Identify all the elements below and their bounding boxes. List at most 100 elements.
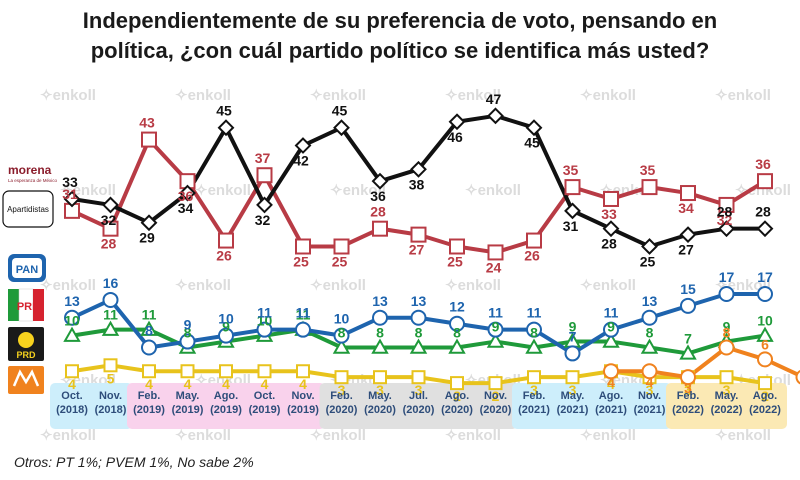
x-axis-labels: Oct. (2018) Nov. (2018) Feb. (2019) May. (2019)… — [56, 390, 781, 416]
period-boxes — [50, 383, 787, 429]
marker-morena — [564, 179, 581, 196]
marker-morena — [641, 179, 658, 196]
data-label-morena: 37 — [255, 150, 271, 166]
x-tick-month: Ago. — [214, 390, 238, 402]
data-label-pan: 11 — [488, 305, 503, 321]
marker-pan — [410, 309, 427, 326]
series-markers — [63, 107, 800, 391]
marker-morena — [487, 244, 504, 261]
marker-pri — [140, 320, 158, 336]
marker-morena — [372, 220, 388, 237]
marker-prd — [488, 376, 503, 391]
data-label-prd: 4 — [299, 376, 307, 392]
data-label-pan: 8 — [145, 322, 153, 338]
legend-pan-logo: PAN — [8, 254, 46, 282]
data-label-prd: 4 — [607, 376, 615, 392]
period-box-2018 — [50, 383, 133, 429]
marker-apartidistas — [217, 119, 235, 137]
data-label-pri: 9 — [607, 319, 615, 335]
x-tick-year: (2018) — [95, 404, 127, 416]
data-label-pri: 10 — [64, 313, 80, 329]
marker-morena — [526, 232, 542, 249]
data-label-apartidistas: 36 — [370, 188, 386, 204]
marker-prd — [334, 370, 349, 385]
footnote: Otros: PT 1%; PVEM 1%, No sabe 2% — [14, 454, 254, 470]
x-tick-year: (2019) — [172, 404, 204, 416]
marker-pan — [641, 309, 658, 326]
data-label-apartidistas: 38 — [409, 176, 425, 192]
watermark-text: ✧enkoll — [310, 87, 366, 104]
data-label-mc: 4 — [646, 374, 654, 390]
watermark-text: ✧enkoll — [445, 87, 501, 104]
marker-pan — [372, 309, 388, 326]
data-label-pan: 17 — [757, 269, 773, 285]
marker-prd — [65, 364, 79, 379]
marker-pan — [487, 321, 504, 338]
legend-prd-logo: PRD — [8, 327, 44, 361]
marker-pri — [332, 338, 351, 354]
marker-apartidistas — [448, 113, 466, 131]
data-label-pan: 9 — [184, 317, 192, 333]
data-label-prd: 3 — [646, 382, 654, 398]
data-label-pri: 9 — [569, 319, 577, 335]
data-label-prd: 3 — [376, 382, 384, 398]
data-label-pri: 9 — [222, 319, 230, 335]
data-label-prd: 4 — [68, 376, 76, 392]
x-tick-year: (2020) — [480, 404, 512, 416]
period-box-2022 — [666, 383, 787, 429]
data-label-prd: 4 — [184, 376, 192, 392]
marker-prd — [257, 364, 272, 379]
x-tick-month: May. — [176, 390, 200, 402]
marker-mc — [718, 339, 735, 356]
marker-pri — [679, 344, 697, 360]
marker-morena — [218, 232, 234, 249]
watermark-text: ✧enkoll — [310, 427, 366, 444]
marker-pri — [371, 338, 389, 354]
x-tick-year: (2020) — [403, 404, 435, 416]
x-tick-month: Oct. — [254, 390, 275, 402]
x-tick-year: (2022) — [672, 404, 704, 416]
data-label-apartidistas: 33 — [62, 174, 78, 190]
data-label-pan: 7 — [569, 328, 577, 344]
data-label-morena: 28 — [370, 204, 386, 220]
watermark-text: ✧enkoll — [445, 277, 501, 294]
x-tick-month: Jul. — [409, 390, 428, 402]
marker-mc — [757, 351, 773, 368]
watermark-text: ✧enkoll — [310, 277, 366, 294]
data-label-apartidistas: 45 — [524, 135, 540, 151]
data-label-apartidistas: 45 — [332, 103, 348, 119]
watermark-text: ✧enkoll — [715, 427, 771, 444]
marker-apartidistas — [756, 220, 774, 238]
legend-pri-logo: PRI — [8, 288, 44, 322]
marker-apartidistas — [294, 137, 312, 154]
marker-pri — [486, 332, 505, 348]
marker-morena — [449, 238, 465, 255]
marker-pri — [409, 338, 428, 354]
data-label-prd: 3 — [415, 382, 423, 398]
marker-morena — [256, 167, 273, 184]
x-tick-year: (2019) — [133, 404, 165, 416]
x-tick-month: Feb. — [138, 390, 161, 402]
marker-pan — [141, 339, 157, 356]
x-tick-month: Nov. — [638, 390, 661, 402]
marker-apartidistas — [256, 196, 273, 214]
watermark-text: ✧enkoll — [40, 87, 96, 104]
legend-mc-logo — [8, 366, 44, 394]
marker-pan — [333, 327, 350, 344]
marker-pan — [102, 291, 119, 308]
legend-morena-logo: morena La esperanza de México — [8, 163, 58, 183]
data-label-morena: 36 — [755, 156, 771, 172]
marker-pri — [640, 338, 659, 354]
period-box-2021 — [512, 383, 672, 429]
data-label-prd: 3 — [723, 382, 731, 398]
legend-prd-text: PRD — [16, 350, 36, 360]
pri-logo-letters-icon: PRI — [17, 301, 35, 313]
data-label-morena: 43 — [139, 115, 155, 131]
data-label-pan: 10 — [218, 311, 234, 327]
x-tick-month: Oct. — [61, 390, 82, 402]
watermark-text: ✧enkoll — [580, 277, 636, 294]
data-label-prd: 3 — [338, 382, 346, 398]
data-label-apartidistas: 31 — [563, 218, 579, 234]
data-label-pri: 8 — [338, 324, 346, 340]
